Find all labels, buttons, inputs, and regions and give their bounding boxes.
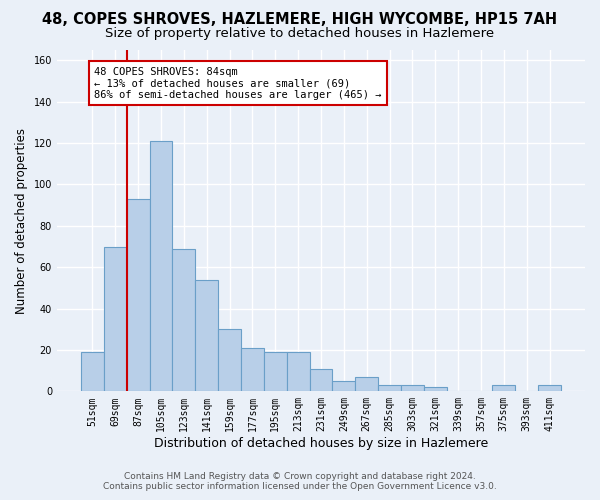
Y-axis label: Number of detached properties: Number of detached properties	[15, 128, 28, 314]
Bar	[241, 348, 264, 392]
Bar	[538, 385, 561, 392]
Text: Size of property relative to detached houses in Hazlemere: Size of property relative to detached ho…	[106, 28, 494, 40]
Bar	[195, 280, 218, 392]
Text: 48 COPES SHROVES: 84sqm
← 13% of detached houses are smaller (69)
86% of semi-de: 48 COPES SHROVES: 84sqm ← 13% of detache…	[94, 66, 382, 100]
Bar	[493, 385, 515, 392]
Bar	[401, 385, 424, 392]
Text: 48, COPES SHROVES, HAZLEMERE, HIGH WYCOMBE, HP15 7AH: 48, COPES SHROVES, HAZLEMERE, HIGH WYCOM…	[43, 12, 557, 28]
Bar	[218, 330, 241, 392]
Bar	[81, 352, 104, 392]
Bar	[424, 387, 446, 392]
Text: Contains HM Land Registry data © Crown copyright and database right 2024.
Contai: Contains HM Land Registry data © Crown c…	[103, 472, 497, 491]
X-axis label: Distribution of detached houses by size in Hazlemere: Distribution of detached houses by size …	[154, 437, 488, 450]
Bar	[104, 246, 127, 392]
Bar	[127, 199, 149, 392]
Bar	[172, 248, 195, 392]
Bar	[378, 385, 401, 392]
Bar	[355, 377, 378, 392]
Bar	[310, 368, 332, 392]
Bar	[332, 381, 355, 392]
Bar	[149, 141, 172, 392]
Bar	[264, 352, 287, 392]
Bar	[287, 352, 310, 392]
